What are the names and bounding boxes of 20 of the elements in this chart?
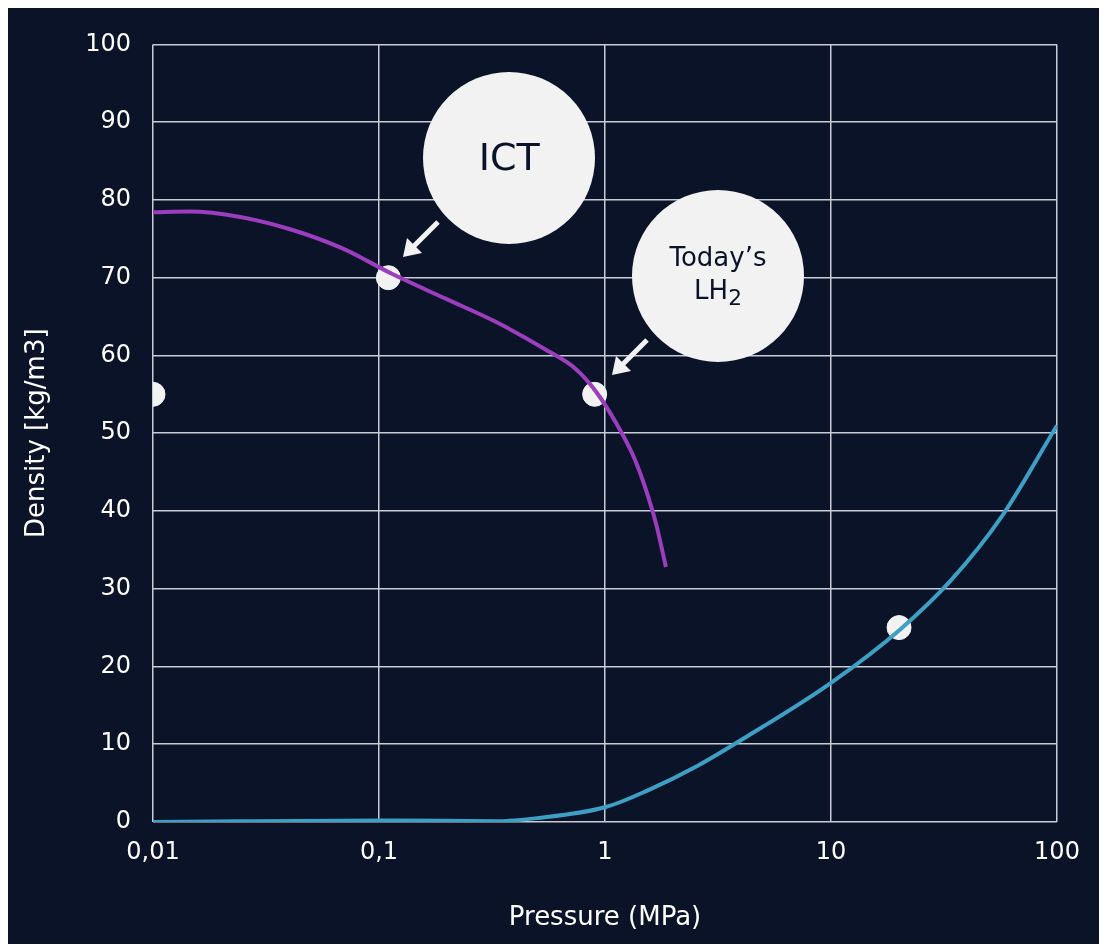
- x-tick-label: 10: [815, 836, 847, 865]
- annotation: Today’s LH$_{2}$: [669, 241, 767, 311]
- x-tick-label: 1: [597, 836, 613, 865]
- x-axis-title: Pressure (MPa): [508, 901, 702, 932]
- y-tick-label: 90: [100, 106, 132, 135]
- y-tick-label: 20: [100, 650, 132, 679]
- annotation: ICT: [478, 134, 540, 182]
- y-tick-label: 40: [100, 495, 132, 524]
- y-tick-label: 50: [100, 417, 132, 446]
- y-tick-label: 0: [115, 806, 132, 835]
- y-tick-label: 10: [100, 728, 132, 757]
- y-tick-label: 70: [100, 261, 132, 290]
- y-tick-label: 80: [100, 184, 132, 213]
- x-tick-label: 100: [1034, 836, 1080, 865]
- x-tick-label: 0,01: [126, 836, 180, 865]
- y-tick-label: 30: [100, 572, 132, 601]
- y-tick-label: 100: [85, 28, 132, 57]
- x-tick-label: 0,1: [359, 836, 399, 865]
- y-axis-title: Density [kg/m3]: [20, 328, 51, 538]
- y-tick-label: 60: [100, 339, 132, 368]
